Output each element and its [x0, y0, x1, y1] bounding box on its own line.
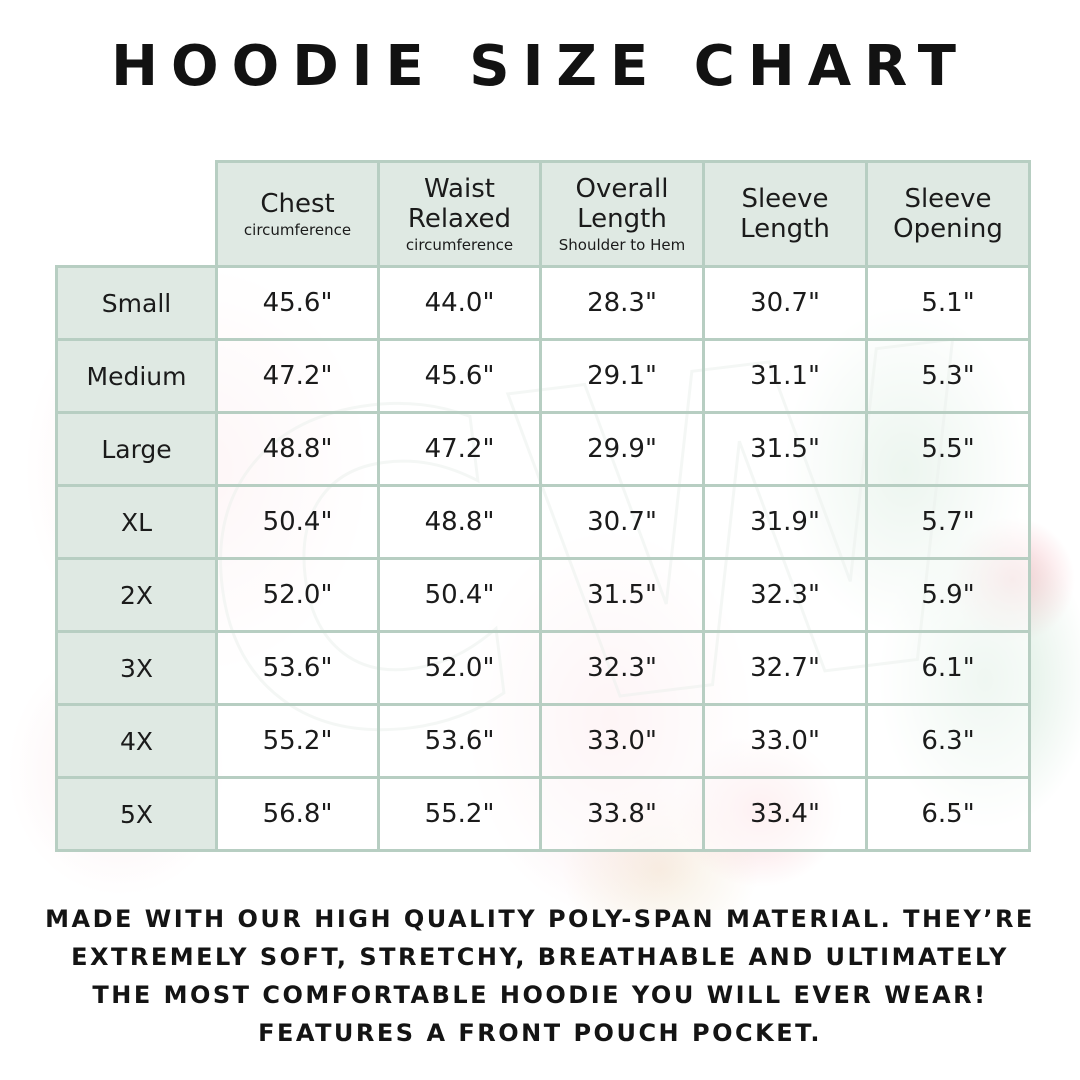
measurement-cell: 50.4" [215, 484, 380, 560]
size-label: 2X [55, 557, 218, 633]
table-row: 4X 55.2" 53.6" 33.0" 33.0" 6.3" [55, 703, 1031, 779]
size-chart-table: Chest circumference Waist Relaxed circumfer… [55, 160, 1031, 852]
column-header: Sleeve Opening [865, 160, 1031, 268]
table-row: 3X 53.6" 52.0" 32.3" 32.7" 6.1" [55, 630, 1031, 706]
measurement-cell: 6.1" [865, 630, 1031, 706]
measurement-cell: 31.1" [702, 338, 868, 414]
measurement-cell: 32.7" [702, 630, 868, 706]
measurement-cell: 33.8" [539, 776, 705, 852]
table-row: 5X 56.8" 55.2" 33.8" 33.4" 6.5" [55, 776, 1031, 852]
column-sublabel: circumference [243, 221, 352, 239]
measurement-cell: 32.3" [702, 557, 868, 633]
table-row: XL 50.4" 48.8" 30.7" 31.9" 5.7" [55, 484, 1031, 560]
column-label: Sleeve Opening [893, 184, 1003, 244]
size-label: 3X [55, 630, 218, 706]
column-label: Chest [260, 189, 335, 219]
column-header: Waist Relaxed circumference [377, 160, 542, 268]
header-row: Chest circumference Waist Relaxed circumfer… [56, 160, 1031, 268]
column-header: Sleeve Length [702, 160, 868, 268]
size-label: XL [55, 484, 218, 560]
size-label: 5X [55, 776, 218, 852]
measurement-cell: 33.0" [539, 703, 705, 779]
size-label: Medium [55, 338, 218, 414]
measurement-cell: 28.3" [539, 265, 705, 341]
measurement-cell: 52.0" [215, 557, 380, 633]
measurement-cell: 44.0" [377, 265, 542, 341]
measurement-cell: 5.1" [865, 265, 1031, 341]
measurement-cell: 47.2" [215, 338, 380, 414]
measurement-cell: 6.3" [865, 703, 1031, 779]
measurement-cell: 31.5" [539, 557, 705, 633]
measurement-cell: 53.6" [215, 630, 380, 706]
table-row: Large 48.8" 47.2" 29.9" 31.5" 5.5" [55, 411, 1031, 487]
description-line: FEATURES A FRONT POUCH POCKET. [258, 1019, 822, 1047]
measurement-cell: 5.9" [865, 557, 1031, 633]
measurement-cell: 56.8" [215, 776, 380, 852]
measurement-cell: 55.2" [377, 776, 542, 852]
measurement-cell: 32.3" [539, 630, 705, 706]
measurement-cell: 52.0" [377, 630, 542, 706]
column-label: Sleeve Length [740, 184, 830, 244]
measurement-cell: 31.9" [702, 484, 868, 560]
column-header: Chest circumference [215, 160, 380, 268]
description-line: MADE WITH OUR HIGH QUALITY POLY-SPAN MAT… [45, 905, 1035, 933]
measurement-cell: 53.6" [377, 703, 542, 779]
measurement-cell: 33.0" [702, 703, 868, 779]
description-line: EXTREMELY SOFT, STRETCHY, BREATHABLE AND… [71, 943, 1009, 971]
measurement-cell: 48.8" [215, 411, 380, 487]
column-label: Overall Length [575, 174, 669, 234]
measurement-cell: 33.4" [702, 776, 868, 852]
description-line: THE MOST COMFORTABLE HOODIE YOU WILL EVE… [92, 981, 988, 1009]
measurement-cell: 5.3" [865, 338, 1031, 414]
table-row: 2X 52.0" 50.4" 31.5" 32.3" 5.9" [55, 557, 1031, 633]
table-row: Medium 47.2" 45.6" 29.1" 31.1" 5.3" [55, 338, 1031, 414]
measurement-cell: 5.7" [865, 484, 1031, 560]
measurement-cell: 55.2" [215, 703, 380, 779]
measurement-cell: 31.5" [702, 411, 868, 487]
description-text: MADE WITH OUR HIGH QUALITY POLY-SPAN MAT… [40, 900, 1040, 1052]
column-header: Overall Length Shoulder to Hem [539, 160, 705, 268]
measurement-cell: 30.7" [702, 265, 868, 341]
page-title: HOODIE SIZE CHART [111, 34, 969, 99]
measurement-cell: 29.9" [539, 411, 705, 487]
column-label: Waist Relaxed [407, 174, 512, 234]
measurement-cell: 45.6" [377, 338, 542, 414]
measurement-cell: 48.8" [377, 484, 542, 560]
size-chart: Chest circumference Waist Relaxed circumfer… [55, 160, 1031, 852]
measurement-cell: 29.1" [539, 338, 705, 414]
size-label: Small [55, 265, 218, 341]
measurement-cell: 30.7" [539, 484, 705, 560]
size-label: 4X [55, 703, 218, 779]
table-row: Small 45.6" 44.0" 28.3" 30.7" 5.1" [55, 265, 1031, 341]
measurement-cell: 47.2" [377, 411, 542, 487]
table-body: Small 45.6" 44.0" 28.3" 30.7" 5.1" Medium 47.2"… [55, 265, 1031, 852]
measurement-cell: 50.4" [377, 557, 542, 633]
measurement-cell: 6.5" [865, 776, 1031, 852]
measurement-cell: 45.6" [215, 265, 380, 341]
blank-corner-cell [56, 161, 217, 267]
column-sublabel: Shoulder to Hem [558, 236, 686, 254]
measurement-cell: 5.5" [865, 411, 1031, 487]
column-sublabel: circumference [405, 236, 514, 254]
size-label: Large [55, 411, 218, 487]
